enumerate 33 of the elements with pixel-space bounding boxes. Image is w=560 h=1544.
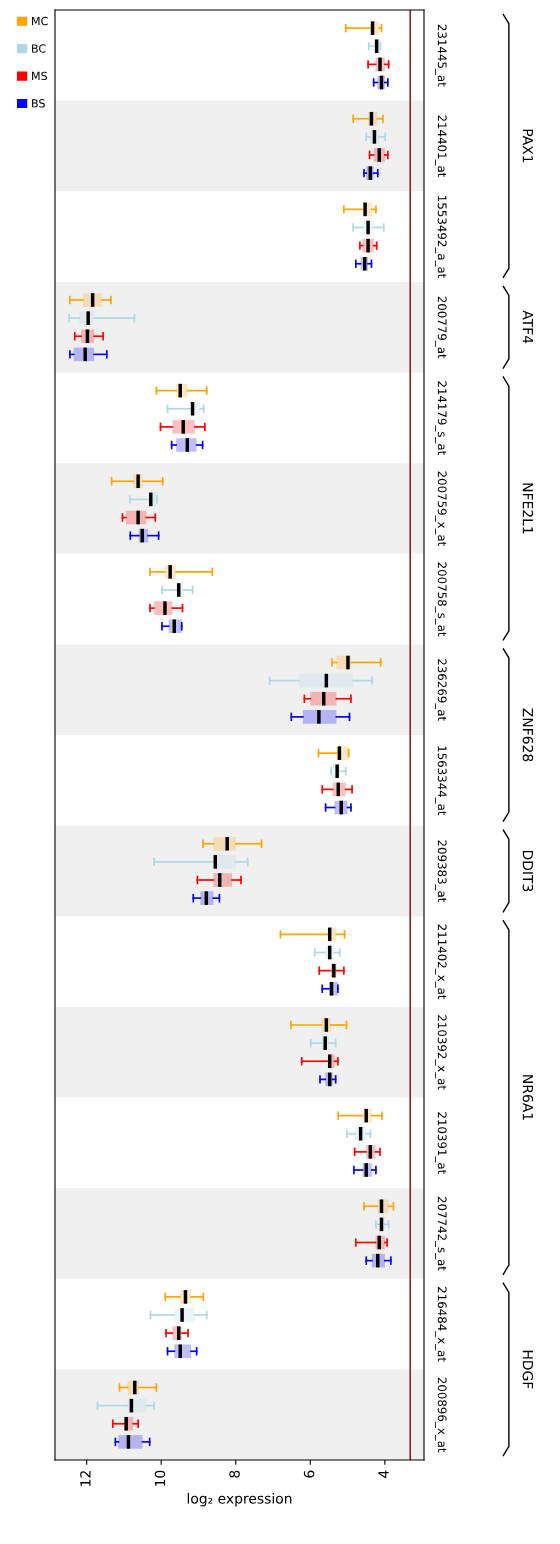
x-tick-label: 10: [154, 1470, 166, 1486]
text: DDIT3: [522, 850, 534, 892]
text: NFE2L1: [522, 483, 534, 534]
x-tick-label: 4: [378, 1470, 389, 1478]
legend-label: BC: [32, 44, 46, 53]
y-tick-label: 231445_at: [435, 24, 447, 87]
y-tick-label: 236269_at: [435, 659, 447, 721]
y-tick-label: 214179_s_at: [435, 381, 447, 455]
y-tick-label: 200896_x_at: [435, 1377, 447, 1453]
text: PAX1: [522, 129, 533, 163]
y-tick-label: 1553492_a_at: [435, 196, 447, 279]
legend-label: MS: [32, 71, 48, 81]
text: ZNF628: [522, 708, 534, 762]
text: ATF4: [522, 310, 533, 344]
y-tick-label: 209383_at: [435, 840, 447, 903]
y-tick-label: 216484_x_at: [435, 1287, 447, 1362]
x-tick-label: 6: [303, 1470, 315, 1478]
y-tick-label: 200759_x_at: [435, 471, 447, 547]
y-tick-label: 200779_at: [435, 296, 447, 359]
x-tick-label: 8: [229, 1470, 240, 1478]
y-tick-label: 214401_at: [435, 115, 447, 178]
y-tick-label: 210391_at: [435, 1112, 447, 1174]
text: HDGF: [522, 1350, 534, 1389]
text: NR6A1: [522, 1075, 534, 1120]
y-tick-label: 200758_s_at: [435, 562, 447, 637]
y-tick-label: 1563344_at: [435, 746, 447, 816]
legend-label: MC: [32, 16, 48, 26]
y-tick-label: 211402_x_at: [435, 924, 447, 1000]
x-axis-title: log₂ expression: [187, 1492, 292, 1507]
legend-label: BS: [32, 99, 45, 108]
y-tick-label: 210392_x_at: [435, 1015, 447, 1090]
x-tick-label: 12: [80, 1471, 91, 1486]
y-tick-label: 207742_s_at: [435, 1196, 447, 1271]
